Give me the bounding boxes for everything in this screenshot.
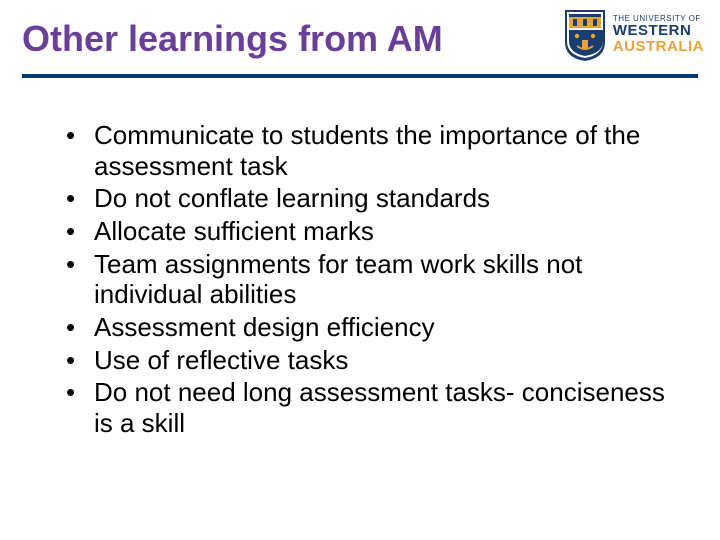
list-item: Team assignments for team work skills no… bbox=[58, 249, 678, 310]
list-item: Communicate to students the importance o… bbox=[58, 120, 678, 181]
list-item: Allocate sufficient marks bbox=[58, 216, 678, 247]
logo-text: THE UNIVERSITY OF WESTERN AUSTRALIA bbox=[613, 15, 704, 55]
crest-icon bbox=[563, 8, 607, 62]
bullet-list: Communicate to students the importance o… bbox=[58, 120, 678, 439]
logo-line-3: AUSTRALIA bbox=[613, 39, 704, 55]
title-underline bbox=[22, 74, 698, 78]
content-area: Communicate to students the importance o… bbox=[58, 120, 678, 441]
list-item: Do not conflate learning standards bbox=[58, 183, 678, 214]
university-logo: THE UNIVERSITY OF WESTERN AUSTRALIA bbox=[563, 8, 704, 62]
slide-title: Other learnings from AM bbox=[22, 18, 443, 60]
list-item: Assessment design efficiency bbox=[58, 312, 678, 343]
list-item: Use of reflective tasks bbox=[58, 345, 678, 376]
list-item: Do not need long assessment tasks- conci… bbox=[58, 377, 678, 438]
logo-line-2: WESTERN bbox=[613, 23, 704, 39]
slide: Other learnings from AM THE UNIVERSITY O… bbox=[0, 0, 720, 540]
